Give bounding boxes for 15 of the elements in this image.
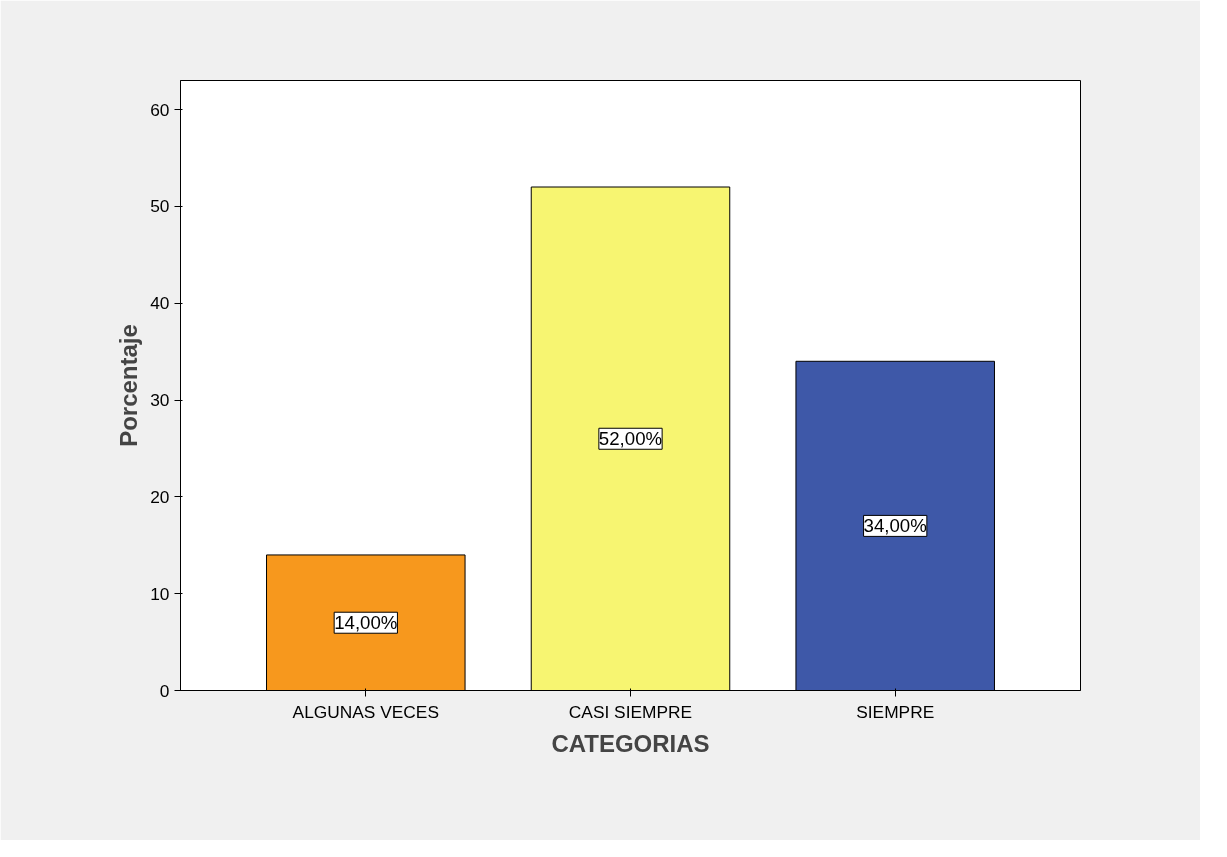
y-tick-label: 0 <box>159 680 170 701</box>
y-axis-title: Porcentaje <box>115 324 143 447</box>
x-axis-title: CATEGORIAS <box>551 729 710 757</box>
x-tick-label: ALGUNAS VECES <box>292 701 439 722</box>
x-tick-label: SIEMPRE <box>856 701 935 722</box>
y-tick-label: 30 <box>150 390 170 411</box>
y-tick-label: 20 <box>150 486 170 507</box>
x-tick-label: CASI SIEMPRE <box>568 701 693 722</box>
data-label: 14,00% <box>334 612 398 634</box>
y-tick-label: 40 <box>150 293 170 314</box>
y-tick-label: 10 <box>150 583 170 604</box>
data-label: 34,00% <box>863 515 927 537</box>
y-tick-label: 50 <box>150 196 170 217</box>
data-label: 52,00% <box>598 428 663 450</box>
y-tick-label: 60 <box>150 99 170 120</box>
